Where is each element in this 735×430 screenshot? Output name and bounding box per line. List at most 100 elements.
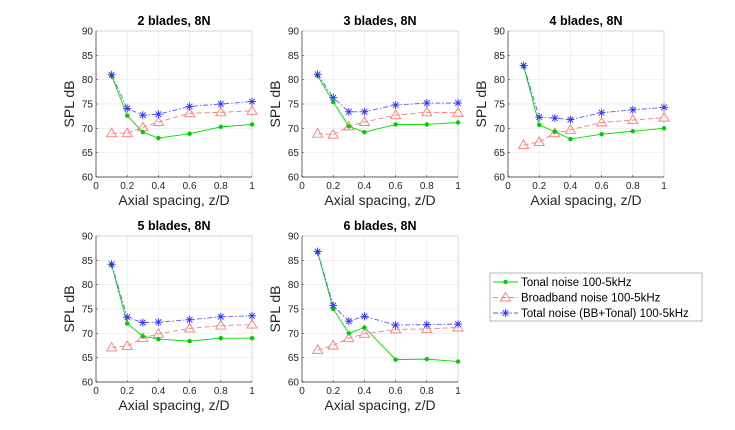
data-point [246,318,258,329]
data-point [455,359,461,364]
data-point [391,100,400,109]
data-point [311,343,324,354]
series-total [313,70,462,116]
x-tick-label: 0.6 [183,386,197,397]
y-tick-label: 65 [82,148,94,159]
y-tick-label: 85 [288,256,300,267]
chart-title: 2 blades, 8N [138,14,211,28]
x-axis-label: Axial spacing, z/D [118,397,229,413]
data-point [658,111,670,122]
x-tick-label: 0.8 [626,181,640,192]
data-point [327,339,339,350]
data-point [123,104,132,113]
legend-label: Tonal noise 100-5kHz [521,277,632,289]
subplot-4: 0 0.2 0.4 0.6 0.8 1 60 65 70 75 80 85 90 5 blades, 8N… [61,219,258,413]
series-total [519,61,668,124]
x-tick-label: 0.2 [120,386,134,397]
data-point [360,312,369,321]
y-tick-label: 60 [288,378,300,389]
data-point [154,318,163,327]
data-point [362,130,367,135]
data-point [249,336,255,341]
data-point [218,124,223,130]
subplot-2: 0 0.2 0.4 0.6 0.8 1 60 65 70 75 80 85 90 3 blades, 8N… [267,14,464,208]
data-point [343,120,355,131]
data-point [499,291,512,302]
data-point [125,113,130,118]
data-point [152,116,165,126]
x-tick-label: 0.6 [389,386,403,397]
x-tick-label: 1 [249,386,255,397]
chart-title: 4 blades, 8N [550,14,623,28]
data-point [566,115,575,124]
y-tick-label: 65 [288,353,300,364]
data-point [627,114,639,125]
data-point [455,120,461,125]
series-line [111,324,253,348]
x-tick-label: 1 [455,181,461,192]
data-point [564,123,577,134]
data-point [535,113,544,122]
y-tick-label: 80 [288,75,300,86]
y-tick-label: 85 [82,51,94,62]
data-point [568,136,573,142]
x-tick-label: 0.2 [120,181,134,192]
legend-entry: Total noise (BB+Tonal) 100-5kHz [493,308,689,320]
y-tick-label: 90 [82,27,94,38]
y-axis-label: SPL dB [61,286,77,333]
x-axis-label: Axial spacing, z/D [530,192,641,208]
x-tick-label: 0.4 [357,181,371,192]
data-point [215,106,227,117]
y-tick-label: 60 [82,173,94,184]
x-tick-label: 0.4 [357,386,371,397]
data-point [360,107,369,116]
x-axis-label: Axial spacing, z/D [118,192,229,208]
y-tick-label: 75 [288,100,300,111]
data-point [391,321,400,330]
y-tick-label: 65 [288,148,300,159]
data-point [422,99,431,108]
data-point [140,334,145,339]
y-tick-label: 80 [288,280,300,291]
series-line [317,111,459,136]
legend-box [489,272,703,322]
data-point [138,318,147,327]
data-point [628,105,637,114]
y-tick-label: 85 [494,51,506,62]
y-tick-label: 70 [82,329,94,340]
data-point [248,311,256,320]
subplot-1: 0 0.2 0.4 0.6 0.8 1 60 65 70 75 80 85 90 2 blades, 8N… [61,14,258,208]
x-tick-label: 1 [455,386,461,397]
x-tick-label: 0.8 [214,181,228,192]
x-tick-label: 0.8 [420,386,434,397]
y-tick-label: 80 [82,75,94,86]
data-point [661,126,667,131]
data-point [550,114,559,123]
y-tick-label: 60 [494,173,506,184]
data-point [156,336,161,342]
data-point [393,122,398,127]
y-tick-label: 80 [494,75,506,86]
data-point [215,319,227,330]
data-point [452,106,464,117]
data-point [216,312,225,321]
series-broadband [517,111,670,149]
data-point [358,327,371,338]
x-tick-label: 1 [249,181,255,192]
subplot-3: 0 0.2 0.4 0.6 0.8 1 60 65 70 75 80 85 90 4 blades, 8N… [473,14,670,208]
x-tick-label: 0.2 [532,181,546,192]
data-point [183,322,196,333]
data-point [630,129,635,134]
x-tick-label: 0.8 [420,181,434,192]
y-tick-label: 90 [288,232,300,243]
series-tonal [315,73,461,135]
x-tick-label: 0.6 [389,181,403,192]
legend-entry: Tonal noise 100-5kHz [493,277,632,289]
data-point [389,323,402,334]
y-tick-label: 80 [82,280,94,291]
y-tick-label: 90 [288,27,300,38]
series-broadband [311,321,464,354]
data-point [421,106,433,117]
x-tick-label: 0.6 [183,181,197,192]
data-point [599,131,604,137]
